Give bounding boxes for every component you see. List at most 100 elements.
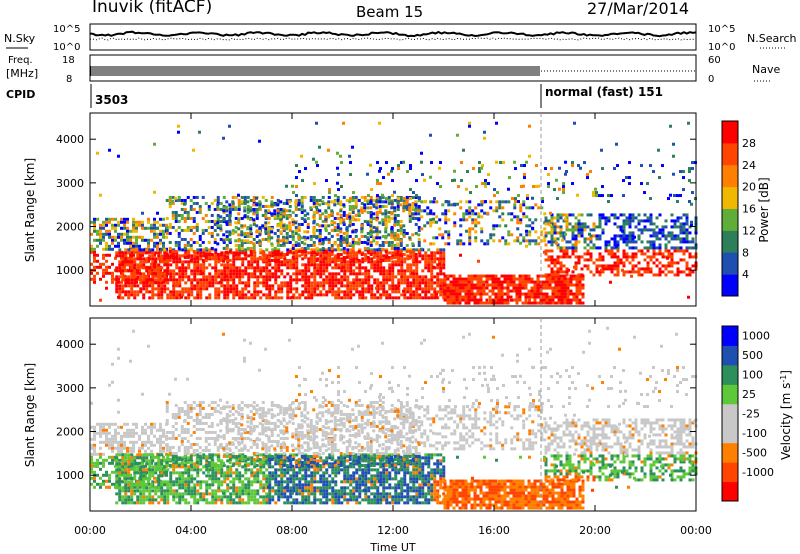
range-gate-cell bbox=[330, 209, 334, 213]
range-gate-cell bbox=[343, 284, 347, 288]
range-gate-cell bbox=[280, 296, 284, 300]
range-gate-cell bbox=[217, 275, 221, 279]
range-gate-cell bbox=[166, 296, 170, 300]
range-gate-cell bbox=[291, 218, 295, 222]
nsky-tick-bottom: 10^0 bbox=[53, 42, 80, 53]
range-gate-cell bbox=[327, 195, 331, 199]
range-gate-cell bbox=[544, 216, 548, 220]
range-gate-cell bbox=[622, 264, 626, 268]
range-gate-cell bbox=[93, 247, 96, 251]
range-gate-cell bbox=[126, 449, 129, 453]
range-gate-cell bbox=[673, 273, 677, 277]
range-gate-cell bbox=[111, 449, 114, 453]
range-gate-cell bbox=[361, 290, 365, 294]
range-gate-cell bbox=[598, 255, 602, 259]
range-gate-cell bbox=[298, 278, 302, 282]
range-gate-cell bbox=[243, 240, 247, 244]
range-gate-cell bbox=[399, 252, 403, 256]
range-gate-cell bbox=[90, 461, 93, 465]
range-gate-cell bbox=[124, 456, 128, 460]
range-gate-cell bbox=[610, 194, 613, 198]
range-gate-cell bbox=[331, 284, 335, 288]
range-gate-cell bbox=[234, 216, 238, 220]
range-gate-cell bbox=[265, 248, 269, 252]
range-gate-cell bbox=[345, 227, 349, 231]
range-gate-cell bbox=[271, 272, 275, 276]
range-gate-cell bbox=[232, 260, 236, 264]
range-gate-cell bbox=[150, 425, 153, 429]
range-gate-cell bbox=[414, 216, 418, 220]
range-gate-cell bbox=[301, 275, 305, 279]
range-gate-cell bbox=[279, 239, 283, 243]
range-gate-cell bbox=[277, 284, 281, 288]
range-gate-cell bbox=[276, 252, 280, 256]
range-gate-cell bbox=[658, 213, 662, 217]
range-gate-cell bbox=[375, 242, 379, 246]
range-gate-cell bbox=[478, 170, 481, 174]
range-gate-cell bbox=[565, 222, 569, 226]
range-gate-cell bbox=[375, 210, 379, 214]
range-gate-cell bbox=[120, 238, 123, 242]
range-gate-cell bbox=[279, 243, 283, 247]
range-gate-cell bbox=[316, 263, 320, 267]
range-gate-cell bbox=[123, 422, 126, 426]
range-gate-cell bbox=[669, 124, 672, 128]
range-gate-cell bbox=[348, 207, 352, 211]
range-gate-cell bbox=[211, 284, 215, 288]
range-gate-cell bbox=[352, 287, 356, 291]
range-gate-cell bbox=[382, 293, 386, 297]
range-gate-cell bbox=[412, 296, 416, 300]
range-gate-cell bbox=[468, 215, 472, 219]
range-gate-cell bbox=[330, 200, 334, 204]
colorbar-segment bbox=[722, 252, 738, 275]
range-gate-cell bbox=[265, 278, 269, 282]
range-gate-cell bbox=[601, 264, 605, 268]
range-gate-cell bbox=[607, 249, 611, 253]
range-gate-cell bbox=[564, 160, 567, 164]
range-gate-cell bbox=[576, 193, 579, 197]
range-gate-cell bbox=[489, 200, 493, 204]
range-gate-cell bbox=[354, 234, 358, 238]
range-gate-cell bbox=[276, 203, 280, 207]
range-gate-cell bbox=[575, 295, 579, 299]
range-gate-cell bbox=[342, 204, 346, 208]
range-gate-cell bbox=[132, 434, 135, 438]
range-gate-cell bbox=[187, 266, 191, 270]
range-gate-cell bbox=[327, 203, 331, 207]
range-gate-cell bbox=[249, 227, 253, 231]
range-gate-cell bbox=[397, 167, 400, 171]
range-gate-cell bbox=[534, 203, 538, 207]
range-gate-cell bbox=[562, 252, 566, 256]
range-gate-cell bbox=[643, 225, 647, 229]
range-gate-cell bbox=[549, 211, 552, 215]
range-gate-cell bbox=[294, 203, 298, 207]
range-gate-cell bbox=[93, 461, 96, 465]
range-gate-cell bbox=[378, 207, 382, 211]
range-gate-cell bbox=[120, 280, 123, 284]
range-gate-cell bbox=[282, 252, 286, 256]
range-gate-cell bbox=[580, 273, 584, 277]
range-gate-cell bbox=[391, 254, 395, 258]
range-gate-cell bbox=[138, 220, 141, 224]
range-gate-cell bbox=[235, 269, 239, 273]
range-gate-cell bbox=[578, 289, 582, 293]
range-gate-cell bbox=[661, 234, 665, 238]
range-gate-cell bbox=[685, 228, 689, 232]
range-gate-cell bbox=[340, 275, 344, 279]
range-gate-cell bbox=[247, 254, 251, 258]
range-gate-cell bbox=[685, 264, 689, 268]
range-gate-cell bbox=[282, 215, 286, 219]
range-gate-cell bbox=[547, 185, 550, 189]
range-gate-cell bbox=[153, 223, 156, 227]
range-gate-cell bbox=[672, 172, 675, 176]
range-gate-cell bbox=[361, 272, 365, 276]
range-gate-cell bbox=[175, 266, 179, 270]
range-gate-cell bbox=[291, 184, 294, 188]
power-x-ticks bbox=[89, 113, 697, 306]
range-gate-cell bbox=[450, 203, 454, 207]
range-gate-cell bbox=[162, 434, 165, 438]
range-gate-cell bbox=[313, 290, 317, 294]
range-gate-cell bbox=[111, 262, 114, 266]
range-gate-cell bbox=[429, 221, 433, 225]
range-gate-cell bbox=[452, 286, 456, 290]
